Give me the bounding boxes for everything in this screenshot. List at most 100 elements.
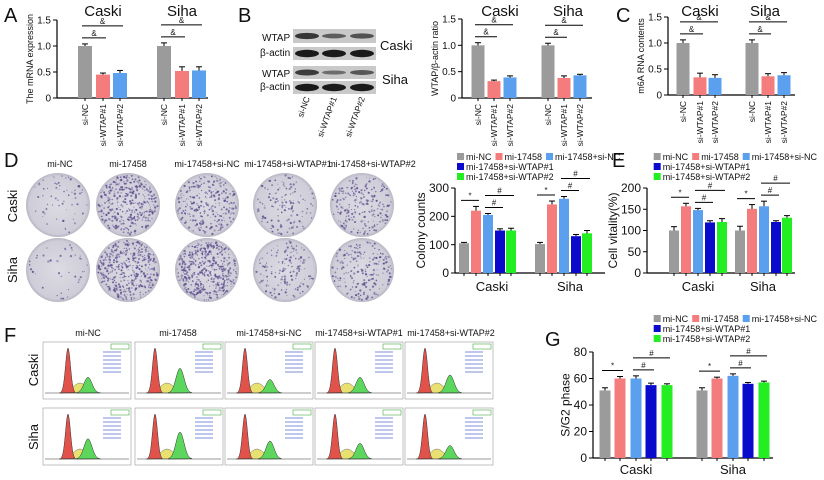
colony-dot	[150, 257, 153, 260]
colony-dot	[126, 180, 128, 182]
colony-dot	[346, 208, 348, 210]
colony-dot	[195, 181, 198, 183]
colony-dot	[220, 251, 223, 253]
bar	[495, 230, 505, 273]
colony-dot	[335, 204, 338, 207]
colony-dot	[198, 291, 202, 294]
colony-dot	[199, 280, 202, 283]
colony-dot	[188, 291, 191, 293]
colony-dot	[113, 261, 115, 264]
colony-dot	[366, 176, 368, 178]
colony-dot	[135, 186, 137, 188]
colony-dot	[359, 246, 361, 249]
blot-band	[350, 49, 374, 58]
colony-dot	[197, 186, 200, 189]
colony-dot	[118, 285, 122, 289]
colony-dot	[144, 219, 147, 222]
colony-dot	[198, 208, 200, 210]
colony-dot	[191, 274, 194, 277]
colony-dot	[134, 229, 137, 232]
colony-dot	[107, 277, 110, 280]
colony-dot	[387, 215, 389, 218]
colony-dot	[138, 246, 141, 249]
colony-dot	[388, 204, 391, 206]
colony-dot	[285, 187, 288, 190]
colony-dot	[133, 271, 136, 274]
colony-dot	[379, 256, 382, 259]
colony-dot	[368, 257, 371, 259]
colony-dot	[113, 213, 115, 215]
colony-dot	[363, 189, 366, 192]
bar	[742, 383, 754, 458]
y-tick-label: 50	[628, 245, 642, 259]
colony-dot	[382, 263, 385, 265]
colony-dot	[147, 217, 149, 219]
colony-dot	[132, 199, 134, 201]
colony-dot	[120, 269, 123, 272]
colony-dot	[285, 242, 288, 245]
colony-dot	[210, 216, 212, 218]
colony-dot	[141, 203, 145, 206]
colony-dot	[131, 189, 134, 191]
colony-dot	[128, 287, 131, 289]
colony-dot	[122, 298, 125, 301]
colony-dot	[299, 260, 302, 262]
colony-dot	[199, 271, 202, 274]
colony-dot	[227, 281, 229, 283]
colony-dot	[154, 200, 156, 202]
colony-dot	[215, 242, 217, 244]
colony-dot	[149, 286, 152, 289]
colony-dot	[134, 260, 137, 263]
colony-dot	[377, 274, 380, 276]
colony-dot	[359, 231, 361, 233]
colony-dot	[115, 218, 118, 221]
colony-dot	[139, 253, 142, 256]
legend-swatch	[495, 153, 503, 160]
colony-dot	[292, 209, 295, 212]
colony-dot	[386, 210, 388, 212]
colony-dot	[189, 215, 191, 217]
colony-dot	[382, 259, 384, 261]
colony-dot	[147, 224, 150, 227]
colony-dot	[309, 278, 311, 280]
colony-dot	[107, 279, 109, 282]
colony-dot	[199, 212, 202, 214]
legend-label: mi-17458+si-NC	[752, 314, 818, 324]
colony-dot	[352, 282, 355, 284]
colony-dot	[183, 267, 186, 270]
colony-dot	[34, 273, 37, 275]
colony-dot	[227, 271, 230, 273]
colony-dot	[269, 199, 272, 202]
colony-dot	[226, 223, 229, 226]
bar	[711, 378, 723, 458]
colony-dot	[198, 184, 201, 188]
colony-dot	[179, 255, 182, 258]
colony-dot	[335, 200, 338, 204]
colony-dot	[149, 206, 151, 208]
colony-dot	[126, 265, 129, 268]
colony-dot	[301, 215, 303, 218]
colony-dot	[233, 201, 235, 204]
colony-dot	[143, 211, 146, 214]
colony-dot	[281, 204, 284, 207]
colony-dot	[188, 281, 190, 283]
legend-swatch	[457, 163, 464, 170]
colony-dot	[371, 245, 374, 247]
colony-dot	[67, 194, 70, 196]
colony-dot	[196, 281, 198, 283]
colony-dot	[137, 254, 139, 256]
colony-dot	[379, 190, 382, 192]
colony-dot	[197, 287, 200, 290]
colony-dot	[107, 217, 109, 219]
legend-swatch	[742, 315, 750, 322]
colony-dot	[78, 278, 81, 281]
colony-dot	[112, 251, 114, 254]
colony-dot	[343, 278, 345, 280]
bar	[471, 210, 481, 273]
colony-dot	[351, 212, 354, 216]
colony-dot	[298, 285, 302, 288]
colony-dot	[218, 202, 221, 204]
colony-dot	[357, 205, 359, 208]
colony-dot	[145, 258, 147, 260]
